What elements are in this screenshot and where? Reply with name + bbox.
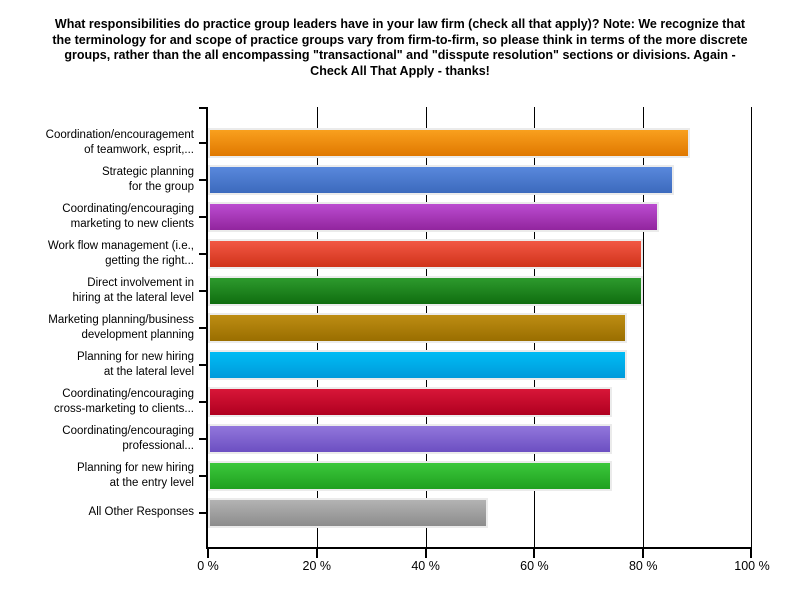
bar (208, 349, 628, 380)
category-label-text: Work flow management (i.e., getting the … (47, 240, 194, 267)
category-label: Work flow management (i.e., getting the … (0, 235, 194, 272)
x-axis-label: 40 % (411, 559, 440, 573)
category-label-text: Strategic planning for the group (101, 166, 194, 193)
bar-chart: Coordination/encouragement of teamwork, … (0, 107, 800, 573)
category-axis: Coordination/encouragement of teamwork, … (0, 107, 206, 549)
x-axis-label: 80 % (628, 559, 658, 573)
bar-row (208, 457, 752, 494)
bar-row (208, 198, 752, 235)
x-axis-label: 20 % (302, 559, 332, 573)
bar (208, 127, 690, 158)
survey-results-page: What responsibilities do practice group … (0, 17, 800, 573)
y-axis-tick (199, 289, 207, 292)
x-axis-tick (750, 549, 752, 558)
bars-container (208, 107, 752, 547)
bar-row (208, 420, 752, 457)
plot-area: 0 % 20 % 40 % 60 % 80 % 100 % (197, 107, 770, 573)
category-label: Direct involvement in hiring at the late… (0, 272, 194, 309)
x-axis-tick (642, 549, 645, 558)
bar-row (208, 161, 752, 198)
bar (208, 497, 488, 528)
category-label-text: All Other Responses (88, 506, 194, 519)
bar-row (208, 272, 752, 309)
bar (208, 201, 659, 232)
y-axis-tick (199, 511, 207, 514)
bar-row (208, 383, 752, 420)
category-label-text: Planning for new hiring at the entry lev… (77, 462, 194, 489)
x-axis-label: 60 % (520, 559, 549, 573)
category-label-text: Coordinating/encouraging marketing to ne… (62, 203, 194, 230)
category-label-text: Marketing planning/business development … (48, 314, 194, 341)
category-label: Coordination/encouragement of teamwork, … (0, 124, 194, 161)
x-axis-tick (424, 549, 427, 558)
x-axis-tick (533, 549, 536, 558)
bar-row (208, 494, 752, 531)
chart-title: What responsibilities do practice group … (52, 17, 748, 78)
category-label: Coordinating/encouraging cross-marketing… (0, 383, 194, 420)
category-label: Planning for new hiring at the lateral l… (0, 346, 194, 383)
x-axis-tick (315, 549, 318, 558)
bar-row (208, 235, 752, 272)
gridline (751, 107, 752, 547)
bar-row (208, 124, 752, 161)
bar-row (208, 309, 752, 346)
y-axis-tick (199, 363, 207, 366)
gridline (643, 107, 645, 547)
bar (208, 460, 613, 491)
category-label-text: Coordinating/encouraging cross-marketing… (54, 388, 194, 415)
bar (208, 312, 628, 343)
y-axis-tick (199, 141, 207, 144)
bar (208, 386, 613, 417)
y-axis-tick (199, 107, 207, 109)
category-label: Marketing planning/business development … (0, 309, 194, 346)
y-axis-tick (199, 178, 207, 181)
category-label-text: Direct involvement in hiring at the late… (72, 277, 194, 304)
category-label: Coordinating/encouraging professional... (0, 420, 194, 457)
y-axis-tick (199, 474, 207, 477)
category-label: All Other Responses (0, 494, 194, 531)
x-axis-label: 0 % (197, 559, 219, 573)
y-axis-tick (199, 326, 207, 329)
bar (208, 275, 644, 306)
bar (208, 164, 675, 195)
bar (208, 238, 644, 269)
category-label: Planning for new hiring at the entry lev… (0, 457, 194, 494)
y-axis-tick (199, 437, 207, 440)
category-label: Strategic planning for the group (0, 161, 194, 198)
y-axis-tick (199, 400, 207, 403)
category-label: Coordinating/encouraging marketing to ne… (0, 198, 194, 235)
category-label-text: Planning for new hiring at the lateral l… (77, 351, 194, 378)
y-axis-tick (199, 215, 207, 218)
bar (208, 423, 613, 454)
x-axis-label: 100 % (734, 559, 770, 573)
category-label-text: Coordinating/encouraging professional... (62, 425, 194, 452)
y-axis-tick (199, 252, 207, 255)
bar-row (208, 346, 752, 383)
category-label-text: Coordination/encouragement of teamwork, … (45, 129, 194, 156)
x-axis-tick (207, 549, 209, 558)
